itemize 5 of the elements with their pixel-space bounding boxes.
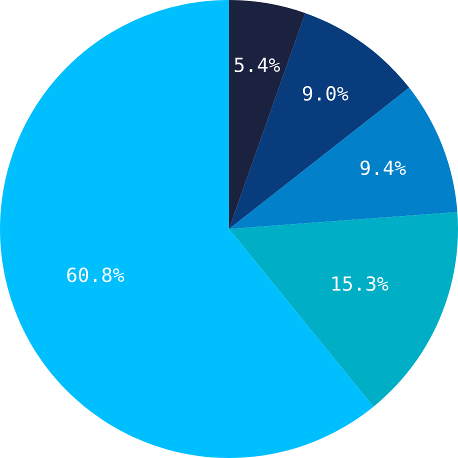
data-label: 5.4% xyxy=(234,58,280,72)
data-label: 9.0% xyxy=(302,86,348,101)
data-label: 60.8% xyxy=(67,267,124,282)
data-label: 9.4% xyxy=(360,160,406,176)
data-label: 15.3% xyxy=(332,276,388,291)
